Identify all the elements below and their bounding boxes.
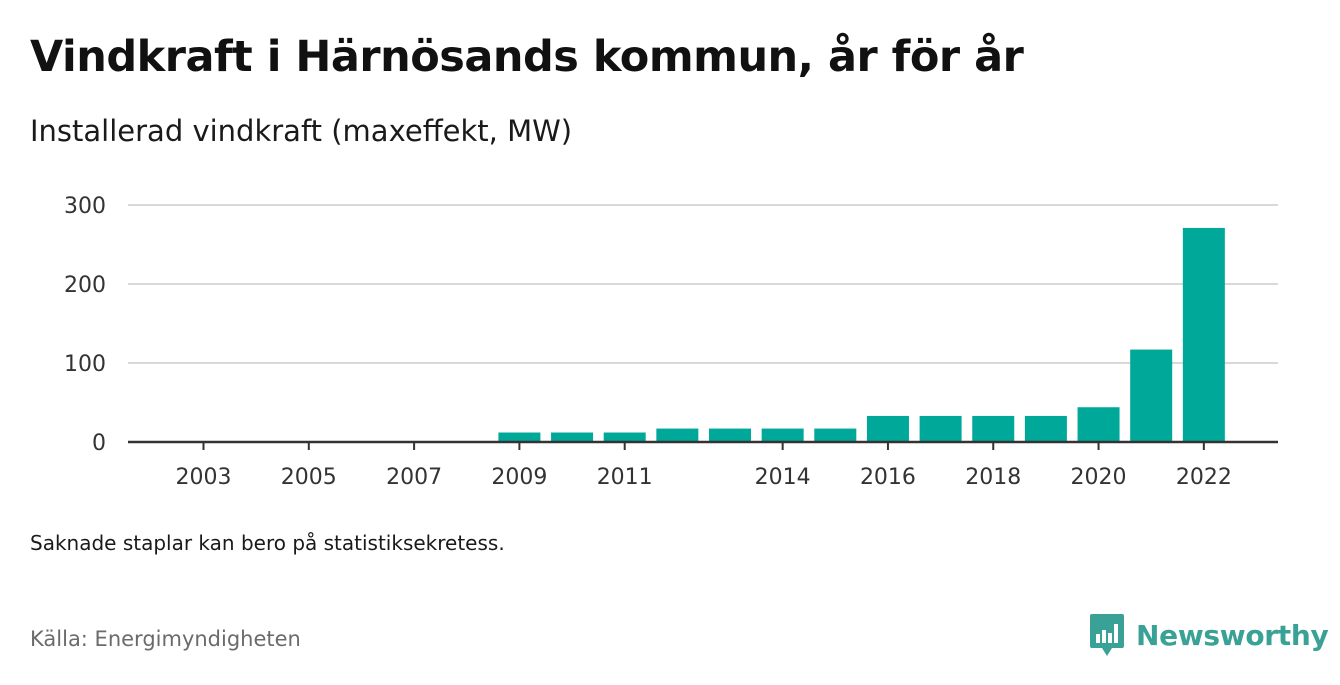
bar-2010 — [551, 432, 594, 442]
source-text: Källa: Energimyndigheten — [30, 627, 301, 651]
chart-subtitle: Installerad vindkraft (maxeffekt, MW) — [30, 114, 573, 148]
bars — [128, 227, 1278, 444]
x-tick-label: 2005 — [281, 465, 337, 490]
bar-2021 — [1130, 349, 1173, 442]
y-axis-labels: 0 100 200 300 — [64, 194, 106, 456]
y-tick-label: 300 — [64, 194, 106, 219]
x-axis-labels: 2003 2005 2007 2009 2011 2014 2016 2018 2020 2022 — [176, 442, 1232, 490]
y-tick-label: 100 — [64, 352, 106, 377]
x-tick-label: 2007 — [386, 465, 442, 490]
bar-2020 — [1077, 407, 1120, 442]
bar-2018 — [972, 415, 1015, 442]
x-tick-label: 2020 — [1071, 465, 1127, 490]
x-tick-label: 2016 — [860, 465, 916, 490]
bar-2019 — [1024, 415, 1067, 442]
newsworthy-logo-icon — [1090, 614, 1124, 656]
bar-2022 — [1182, 227, 1225, 442]
bar-2014 — [761, 428, 804, 442]
y-tick-label: 200 — [64, 273, 106, 298]
bar-2009 — [498, 432, 541, 442]
bar-2015 — [814, 428, 857, 442]
bar-2016 — [866, 415, 909, 442]
bar-2013 — [709, 428, 751, 442]
x-tick-label: 2018 — [965, 465, 1021, 490]
x-tick-label: 2022 — [1176, 465, 1232, 490]
brand-name: Newsworthy — [1136, 618, 1329, 652]
bar-2012 — [656, 428, 699, 442]
x-tick-label: 2003 — [176, 465, 232, 490]
gridlines — [128, 204, 1278, 364]
chart-title: Vindkraft i Härnösands kommun, år för år — [30, 32, 1024, 82]
y-tick-label: 0 — [92, 431, 106, 456]
x-tick-label: 2014 — [755, 465, 811, 490]
brand-logo: Newsworthy — [1088, 612, 1329, 658]
bar-2011 — [603, 432, 646, 442]
bar-2017 — [919, 415, 962, 442]
x-tick-label: 2009 — [491, 465, 547, 490]
x-tick-label: 2011 — [597, 465, 653, 490]
footnote: Saknade staplar kan bero på statistiksek… — [30, 531, 505, 555]
